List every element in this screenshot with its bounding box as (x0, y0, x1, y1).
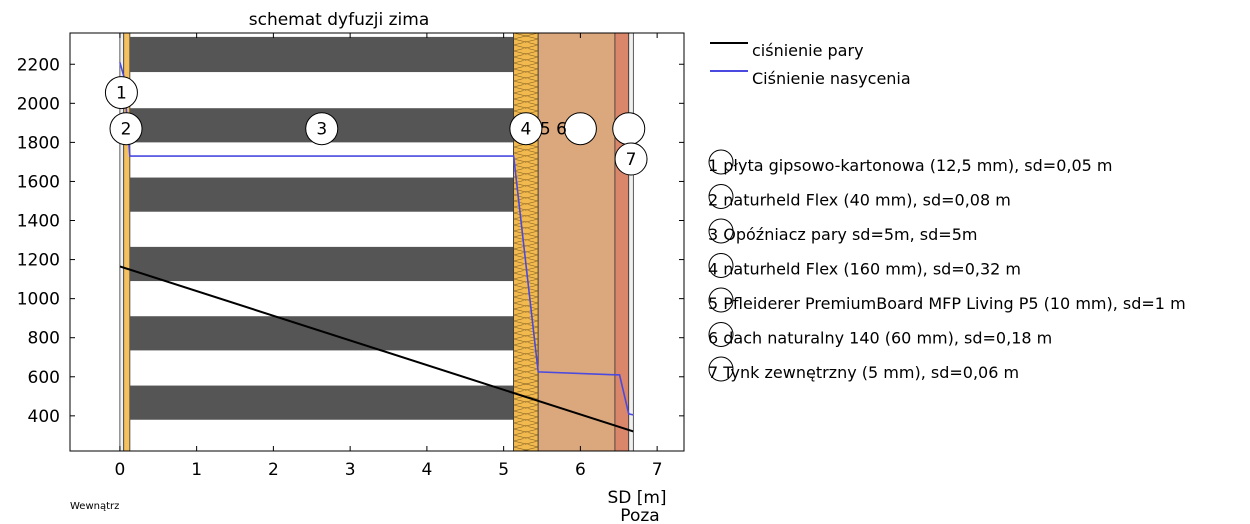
layer-6 (614, 33, 630, 451)
y-tick-label: 2200 (17, 55, 60, 75)
y-tick-label: 1400 (17, 212, 60, 232)
marker-number-1: 1 (116, 84, 127, 104)
layer-7 (628, 33, 634, 451)
y-tick-label: 800 (28, 329, 60, 349)
chart-title: schemat dyfuzji zima (249, 10, 430, 30)
marker-circle-3 (305, 112, 339, 146)
marker-circle-4 (509, 112, 543, 146)
marker-extra-text: 5 6 (540, 120, 567, 140)
marker-circle-7 (614, 142, 648, 176)
layer-legend-circle-6 (708, 322, 734, 347)
x-tick-label: 6 (575, 460, 586, 480)
x-tick-label: 2 (268, 460, 279, 480)
y-tick-label: 2000 (17, 94, 60, 114)
legend-label-1: ciśnienie pary (752, 41, 864, 60)
marker-circle-2 (109, 112, 143, 146)
layer-legend-label-6: 6 dach naturalny 140 (60 mm), sd=0,18 m (708, 329, 1052, 348)
marker-circle-5 (563, 112, 597, 146)
marker-circle-6 (612, 112, 646, 146)
legend-label-2: Ciśnienie nasycenia (752, 69, 911, 88)
marker-number-3: 3 (316, 120, 327, 140)
axes: 0 1 2 3 4 5 6 7 400 600 800 1000 1200 1400 1600 1800 200… (17, 33, 684, 480)
outside-label: Poza (620, 506, 659, 524)
layer-legend-label-7: 7 Tynk zewnętrzny (5 mm), sd=0,06 m (708, 363, 1019, 382)
marker-number-4: 4 (520, 120, 531, 140)
layer-legend-circle-3 (708, 218, 734, 244)
vapor-retarder-stripe (129, 385, 514, 420)
y-tick-label: 1600 (17, 172, 60, 192)
layer-5 (537, 33, 616, 451)
layer-legend-circle-2 (708, 184, 734, 209)
x-axis-label: SD [m] (607, 488, 666, 508)
x-tick-label: 0 (114, 460, 125, 480)
marker-number-7: 7 (626, 150, 637, 170)
layer-legend-circle-1 (708, 149, 734, 175)
layer-legend: 1 płyta gipsowo-kartonowa (12,5 mm), sd=… (708, 149, 1186, 382)
series-line-1 (119, 265, 634, 433)
layer-legend-label-5: 5 Pfleiderer PremiumBoard MFP Living P5 … (708, 294, 1186, 313)
layer-legend-label-2: 2 naturheld Flex (40 mm), sd=0,08 m (708, 191, 1011, 210)
x-tick-label: 4 (421, 460, 432, 480)
layer-3 (129, 33, 515, 451)
marker-number-2: 2 (121, 120, 132, 140)
y-tick-label: 1800 (17, 133, 60, 153)
layer-legend-circle-5 (708, 287, 734, 313)
x-tick-label: 7 (652, 460, 663, 480)
wall-layers (119, 33, 634, 451)
vapor-retarder-stripe (129, 177, 514, 212)
layer-legend-circle-7 (708, 356, 734, 382)
layer-legend-label-3: 3 Opóźniacz pary sd=5m, sd=5m (708, 225, 977, 244)
layer-markers: 1 2 3 4 7 (104, 76, 648, 176)
layer-legend-circle-4 (708, 253, 734, 278)
y-tick-label: 1200 (17, 251, 60, 271)
y-tick-label: 1000 (17, 290, 60, 310)
plot-frame (69, 32, 685, 452)
legend: ciśnienie pary Ciśnienie nasycenia (710, 41, 911, 88)
marker-circle-1 (104, 76, 138, 110)
layer-legend-label-1: 1 płyta gipsowo-kartonowa (12,5 mm), sd=… (708, 156, 1113, 175)
y-tick-label: 400 (28, 407, 60, 427)
vapor-retarder-stripe (129, 316, 514, 351)
x-tick-label: 3 (345, 460, 356, 480)
y-tick-label: 600 (28, 368, 60, 388)
x-tick-label: 1 (191, 460, 202, 480)
layer-legend-label-4: 4 naturheld Flex (160 mm), sd=0,32 m (708, 260, 1021, 279)
vapor-retarder-stripe (129, 36, 514, 73)
inside-label: Wewnątrz (70, 501, 119, 512)
x-tick-label: 5 (498, 460, 509, 480)
vapor-retarder-stripe (129, 246, 514, 282)
